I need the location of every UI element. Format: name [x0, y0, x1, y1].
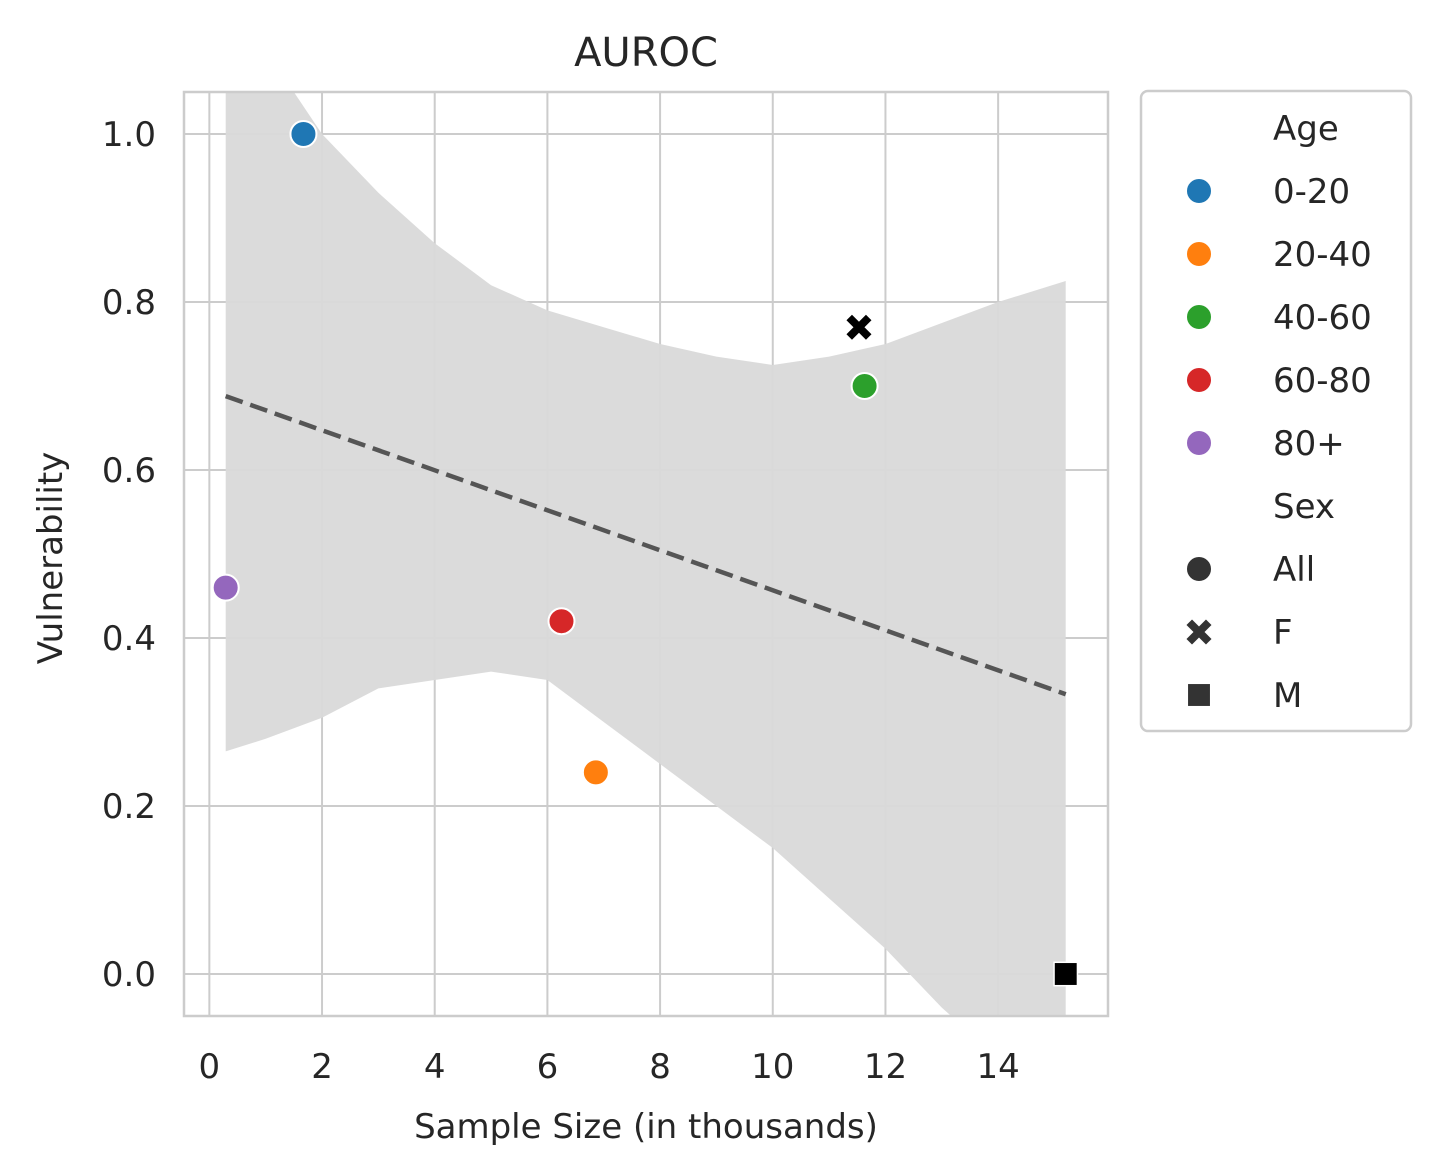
data-point [547, 607, 576, 636]
data-point [850, 372, 879, 400]
x-tick-labels: 0 2 4 6 8 10 12 14 [199, 1047, 1020, 1087]
data-points [211, 120, 1079, 987]
legend-marker [1185, 240, 1213, 268]
y-tick-labels: 0.0 0.2 0.4 0.6 0.8 1.0 [102, 115, 156, 995]
legend-entry-label: 80+ [1273, 424, 1345, 464]
x-tick-label: 8 [649, 1047, 671, 1087]
legend-entry-label: All [1273, 550, 1315, 590]
y-tick-label: 0.8 [102, 283, 156, 323]
x-tick-label: 2 [311, 1047, 333, 1087]
legend-title-age: Age [1273, 109, 1339, 149]
legend-marker [1185, 366, 1213, 394]
data-point [211, 573, 240, 602]
legend-marker [1186, 682, 1212, 708]
legend-entry-label: F [1273, 613, 1293, 653]
y-tick-label: 0.0 [102, 955, 156, 995]
legend-marker [1185, 555, 1213, 583]
chart-title: AUROC [574, 30, 718, 76]
x-tick-label: 12 [864, 1047, 907, 1087]
legend-marker [1185, 429, 1213, 457]
legend-marker [1185, 177, 1213, 205]
x-tick-label: 6 [537, 1047, 559, 1087]
x-tick-label: 10 [751, 1047, 794, 1087]
legend-entry-label: M [1273, 676, 1302, 716]
x-axis-label: Sample Size (in thousands) [414, 1107, 878, 1147]
legend-entry-label: 40-60 [1273, 298, 1372, 338]
legend-marker [1185, 303, 1213, 331]
data-point [289, 120, 318, 148]
x-tick-label: 14 [977, 1047, 1020, 1087]
legend-marker [1186, 619, 1212, 645]
data-point [581, 758, 610, 787]
y-tick-label: 1.0 [102, 115, 156, 155]
legend-entry-label: 0-20 [1273, 172, 1350, 212]
confidence-band [225, 92, 1066, 1016]
legend-entry-label: 60-80 [1273, 361, 1372, 401]
data-point [846, 314, 872, 340]
x-tick-label: 4 [424, 1047, 446, 1087]
y-axis-label: Vulnerability [31, 452, 71, 665]
y-tick-label: 0.6 [102, 451, 156, 491]
y-tick-label: 0.4 [102, 619, 156, 659]
trend-line [224, 393, 1067, 697]
x-tick-label: 0 [199, 1047, 221, 1087]
legend: Age 0-20 20-40 40-60 60-80 80+ Sex All FM [1139, 89, 1413, 733]
data-point [1053, 961, 1079, 987]
plot-frame [182, 90, 1110, 1018]
legend-title-sex: Sex [1273, 487, 1335, 527]
legend-entry-label: 20-40 [1273, 235, 1372, 275]
y-tick-label: 0.2 [102, 787, 156, 827]
